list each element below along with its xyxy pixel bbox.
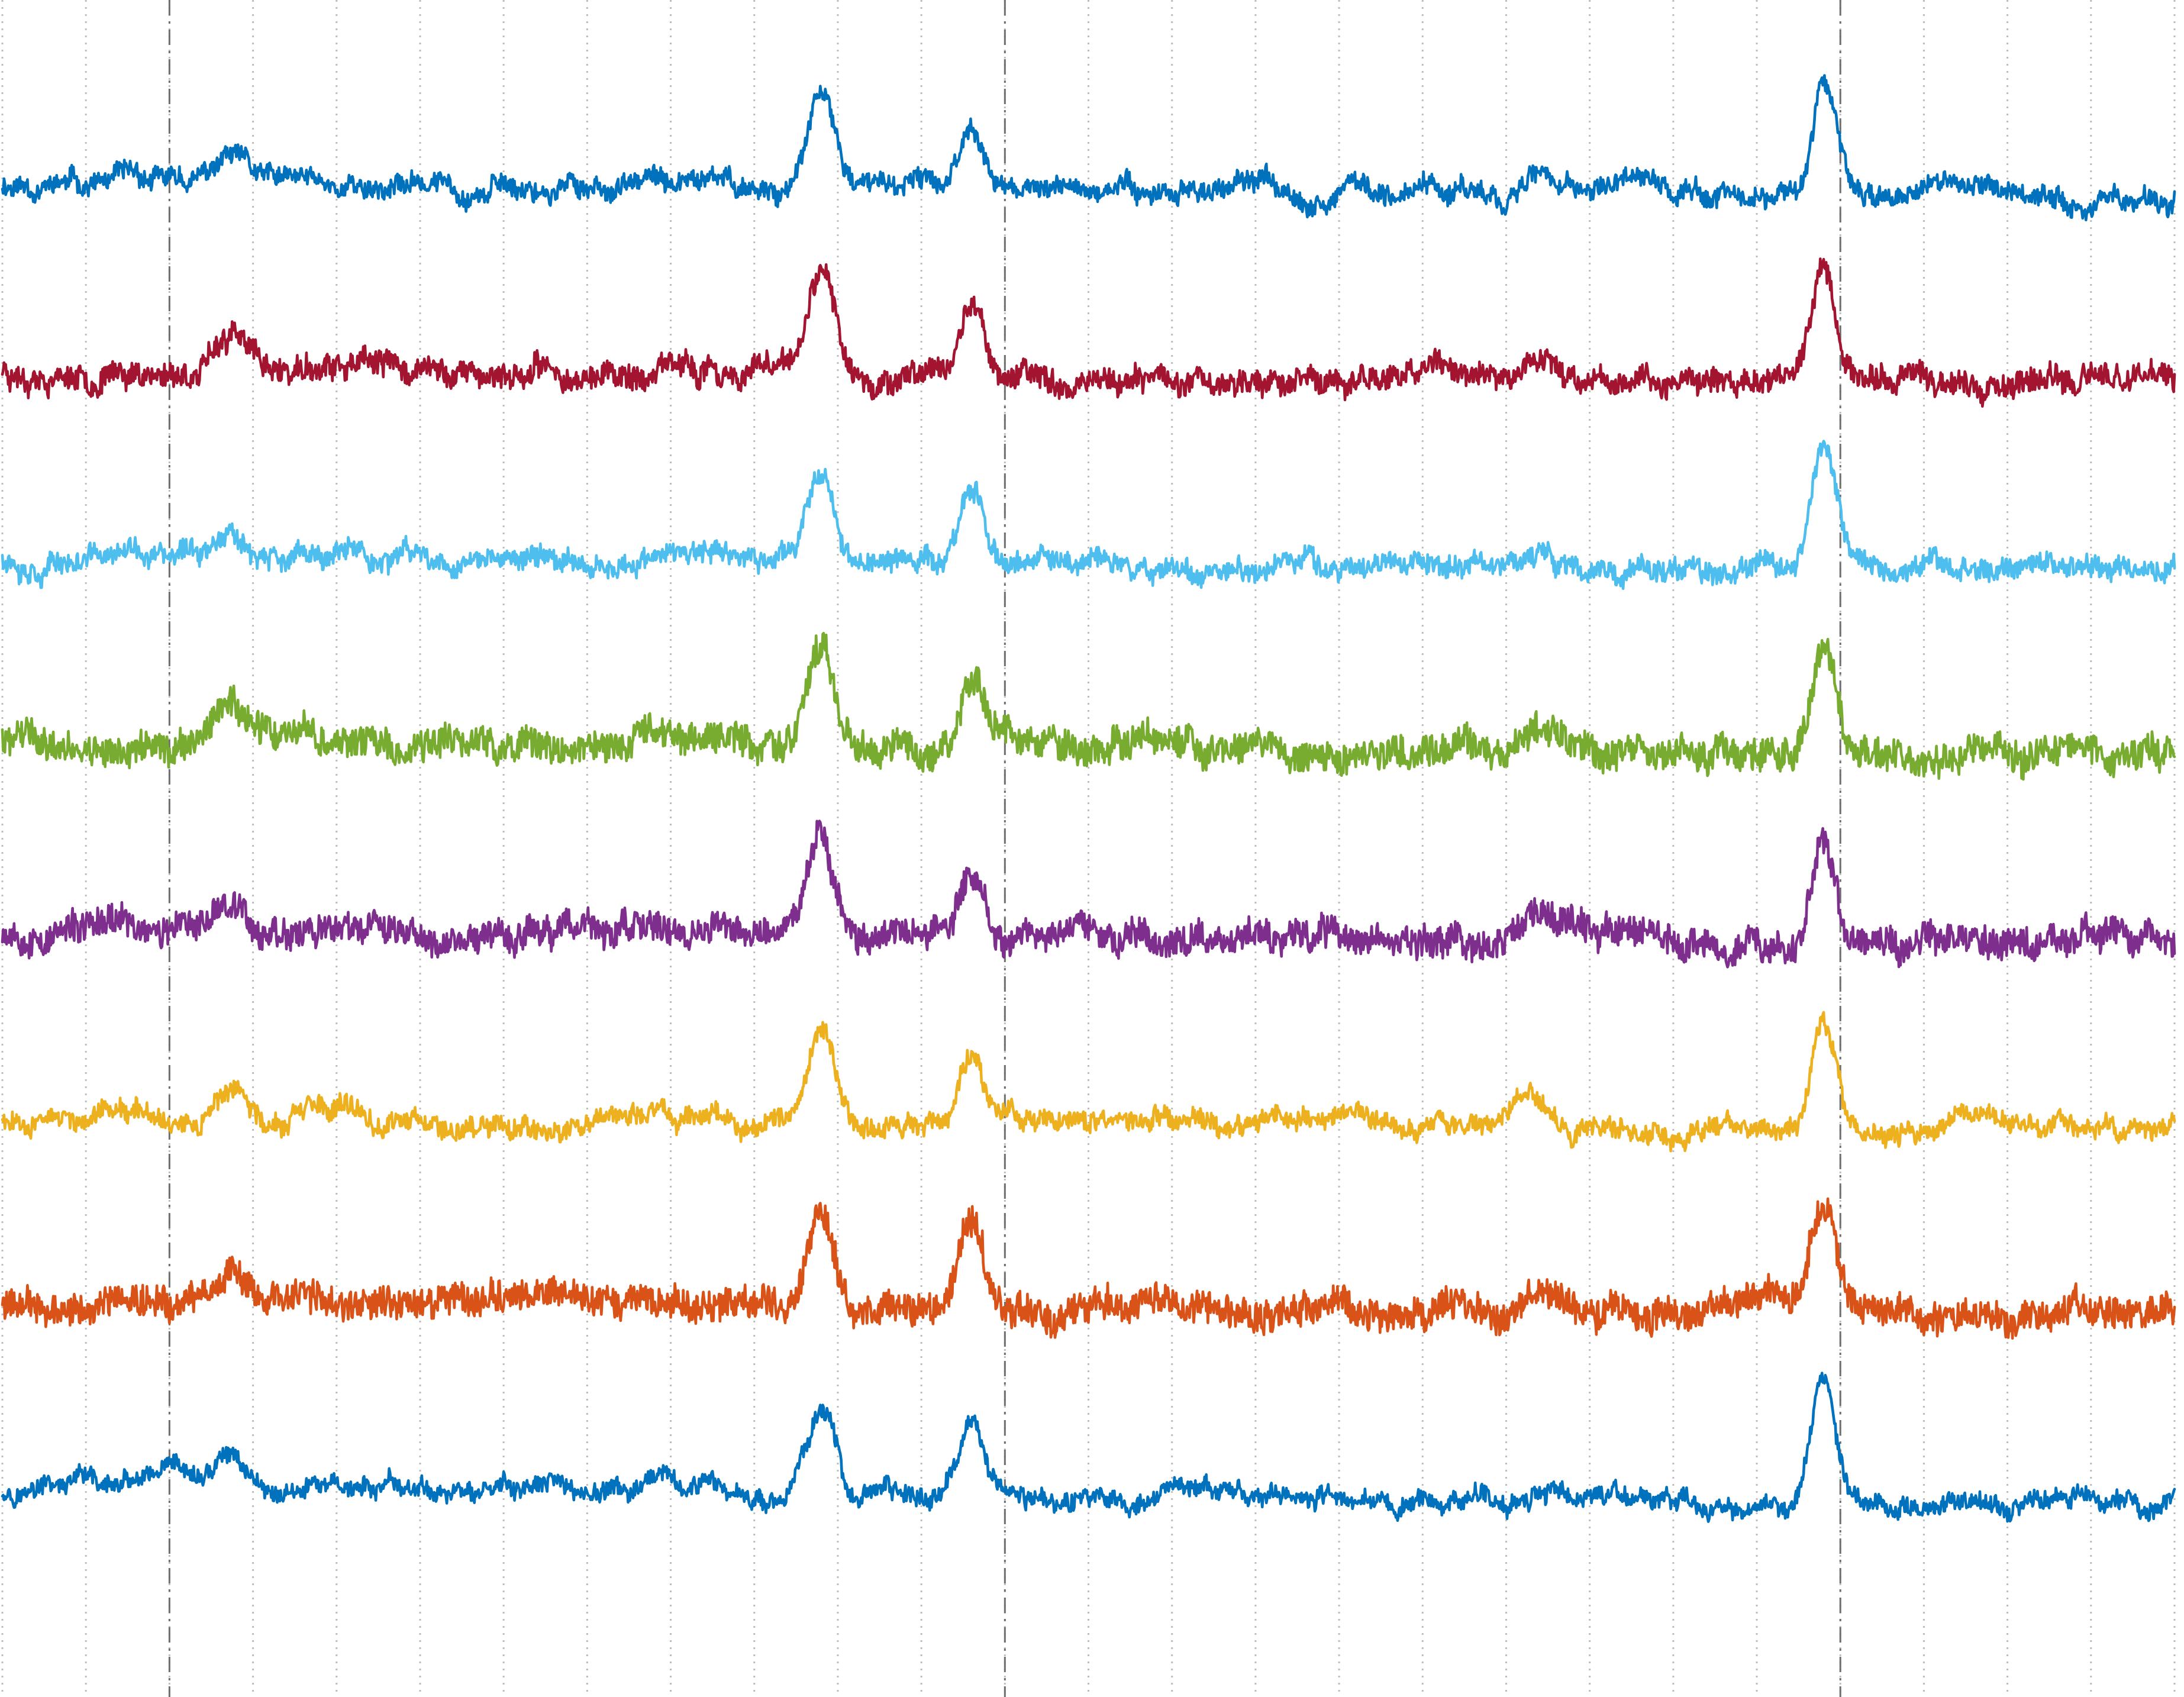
- series-trace-4: [1, 631, 2176, 781]
- series-trace-3: [1, 440, 2176, 591]
- series-trace-2: [1, 257, 2176, 408]
- series-trace-5: [1, 820, 2176, 969]
- series-trace-6: [1, 1011, 2176, 1153]
- traces: [1, 74, 2176, 1523]
- series-trace-1: [1, 74, 2176, 221]
- series-trace-7: [1, 1197, 2176, 1340]
- series-trace-8: [1, 1372, 2176, 1523]
